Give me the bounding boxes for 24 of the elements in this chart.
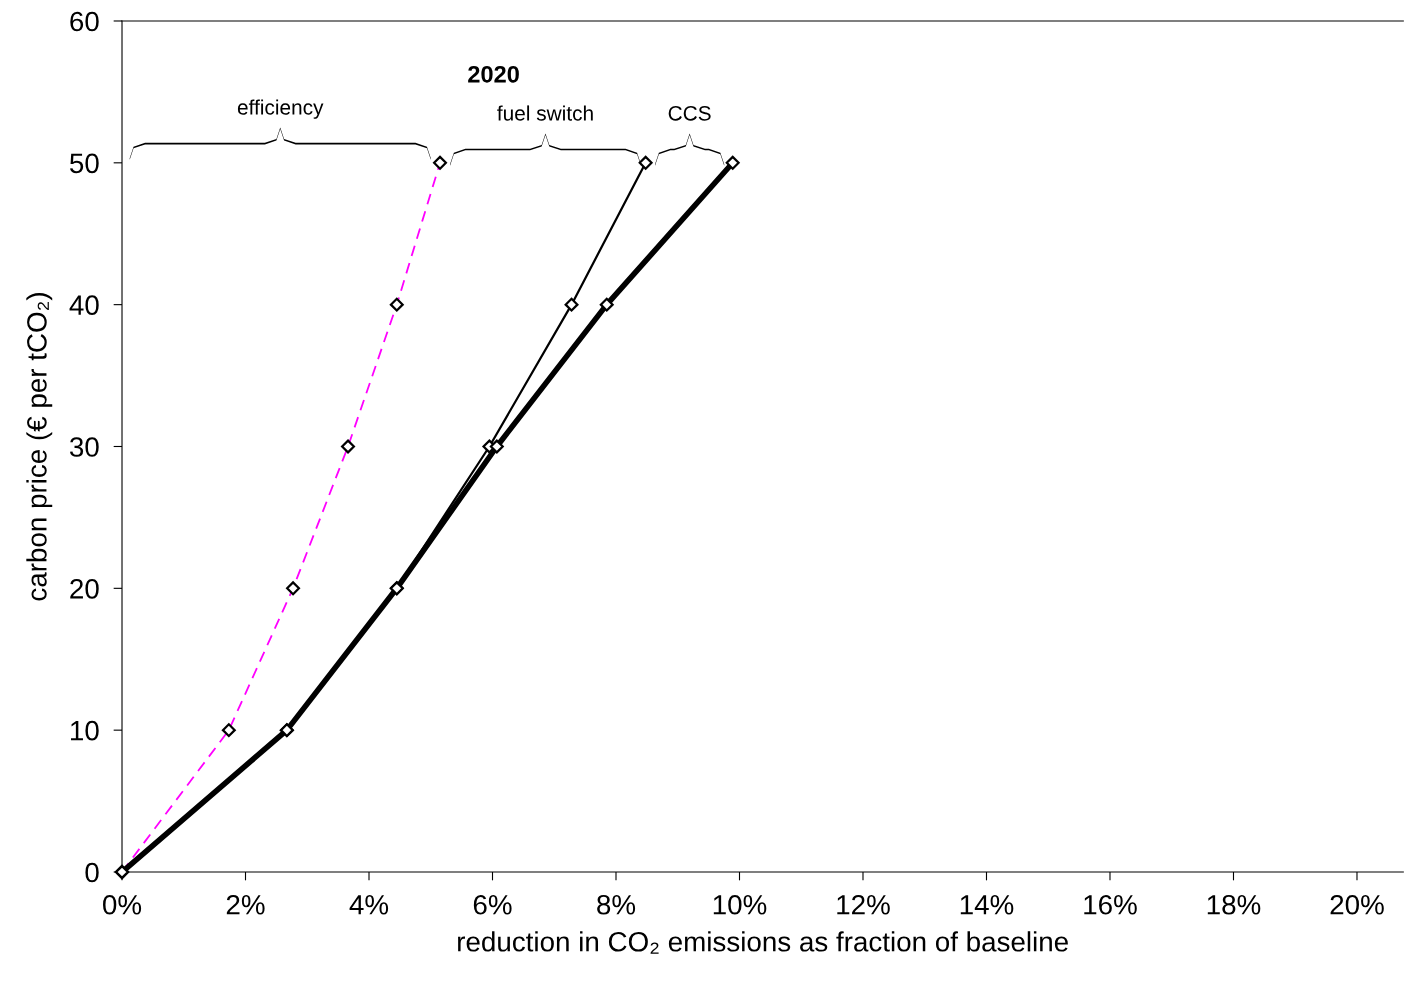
- x-tick-label: 20%: [1330, 894, 1384, 915]
- y-tick-label: 30: [69, 437, 99, 457]
- annotation: CCS: [668, 105, 711, 121]
- x-tick-label: 4%: [349, 895, 389, 915]
- x-tick-label: 14%: [960, 895, 1014, 915]
- x-tick-label: 16%: [1084, 894, 1137, 915]
- y-tick-label: 0: [85, 862, 99, 883]
- x-tick-label: 12%: [837, 894, 890, 915]
- x-tick-label: 6%: [473, 894, 512, 915]
- text: 2020: [468, 65, 519, 83]
- x-tick-label: 8%: [597, 894, 636, 915]
- y-tick-label: 60: [70, 11, 99, 32]
- y-tick-label: 50: [70, 153, 99, 174]
- x-axis-title: reduction in CO₂ emissions as fraction of baseline: [458, 931, 1068, 954]
- y-tick-label: 40: [69, 295, 99, 315]
- annotation: efficiency: [237, 99, 324, 119]
- y-tick-label: 20: [70, 578, 99, 599]
- annotation: fuel switch: [497, 105, 593, 121]
- x-tick-label: 0%: [103, 894, 142, 915]
- x-tick-label: 2%: [226, 894, 265, 915]
- x-tick-label: 18%: [1207, 894, 1261, 915]
- y-tick-label: 10: [71, 720, 99, 741]
- y-axis-title: carbon price (€ per tCO₂): [26, 293, 53, 601]
- x-tick-label: 10%: [713, 894, 767, 915]
